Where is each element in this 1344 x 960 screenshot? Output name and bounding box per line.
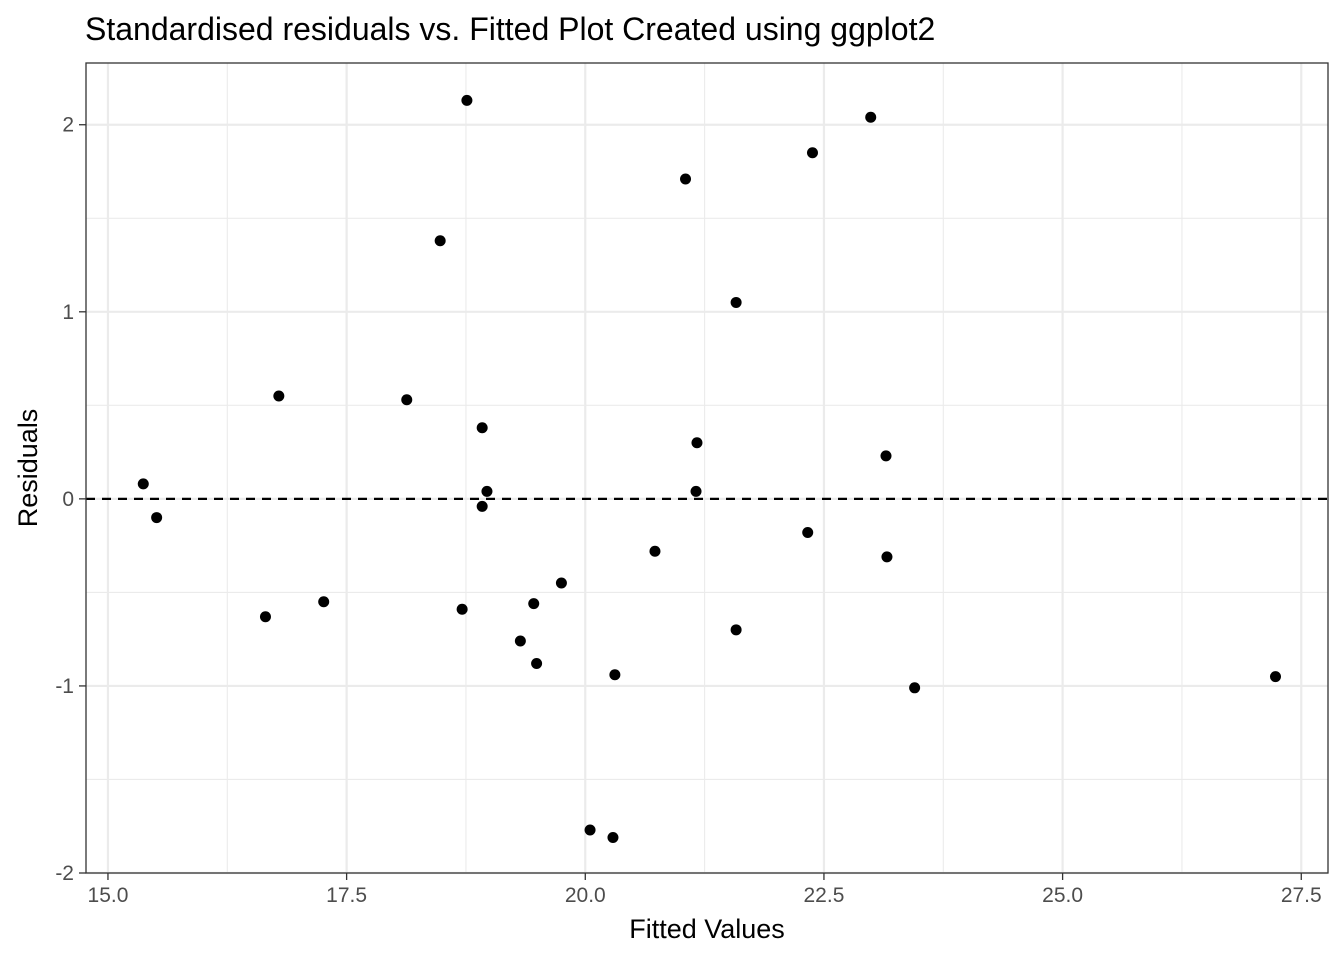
data-point bbox=[137, 478, 149, 490]
data-point bbox=[680, 173, 692, 185]
data-point bbox=[881, 551, 893, 563]
data-point bbox=[909, 682, 921, 694]
x-axis: 15.0 17.5 20.0 22.5 25.0 27.5 bbox=[88, 873, 1322, 907]
data-point bbox=[730, 624, 742, 636]
data-point bbox=[531, 657, 543, 669]
data-point bbox=[609, 669, 621, 681]
panel-border bbox=[85, 62, 1329, 874]
major-gridlines bbox=[86, 63, 1328, 875]
x-tick-label: 17.5 bbox=[326, 884, 367, 907]
data-point bbox=[730, 296, 742, 308]
data-point bbox=[401, 394, 413, 406]
data-point bbox=[514, 635, 526, 647]
data-point bbox=[456, 603, 468, 615]
data-point bbox=[584, 824, 596, 836]
data-point bbox=[865, 111, 877, 123]
y-axis-title: Residuals bbox=[13, 409, 43, 528]
data-point bbox=[151, 512, 163, 524]
data-points bbox=[137, 94, 1281, 843]
data-point bbox=[259, 611, 271, 623]
y-tick-label: 2 bbox=[62, 114, 74, 137]
data-point bbox=[690, 485, 702, 497]
data-point bbox=[476, 500, 488, 512]
data-point bbox=[806, 147, 818, 159]
data-point bbox=[528, 598, 540, 610]
y-tick-label: -1 bbox=[55, 675, 74, 698]
data-point bbox=[481, 485, 493, 497]
data-point bbox=[880, 450, 892, 462]
data-point bbox=[434, 235, 446, 247]
x-tick-label: 22.5 bbox=[804, 884, 845, 907]
x-tick-label: 20.0 bbox=[565, 884, 606, 907]
y-tick-label: 1 bbox=[62, 301, 74, 324]
y-axis: -2 -1 0 1 2 bbox=[55, 114, 86, 885]
data-point bbox=[318, 596, 330, 608]
x-tick-label: 27.5 bbox=[1281, 884, 1322, 907]
data-point bbox=[476, 422, 488, 434]
data-point bbox=[273, 390, 285, 402]
x-tick-label: 15.0 bbox=[88, 884, 129, 907]
y-tick-label: -2 bbox=[55, 862, 74, 885]
y-tick-label: 0 bbox=[62, 488, 74, 511]
data-point bbox=[691, 437, 703, 449]
data-point bbox=[555, 577, 567, 589]
data-point bbox=[1269, 671, 1281, 683]
data-point bbox=[607, 831, 619, 843]
data-point bbox=[802, 527, 814, 539]
chart-title: Standardised residuals vs. Fitted Plot C… bbox=[85, 11, 935, 47]
minor-gridlines bbox=[86, 63, 1328, 873]
x-axis-title: Fitted Values bbox=[629, 914, 785, 944]
data-point bbox=[649, 545, 661, 557]
x-tick-label: 25.0 bbox=[1042, 884, 1083, 907]
data-point bbox=[461, 94, 473, 106]
